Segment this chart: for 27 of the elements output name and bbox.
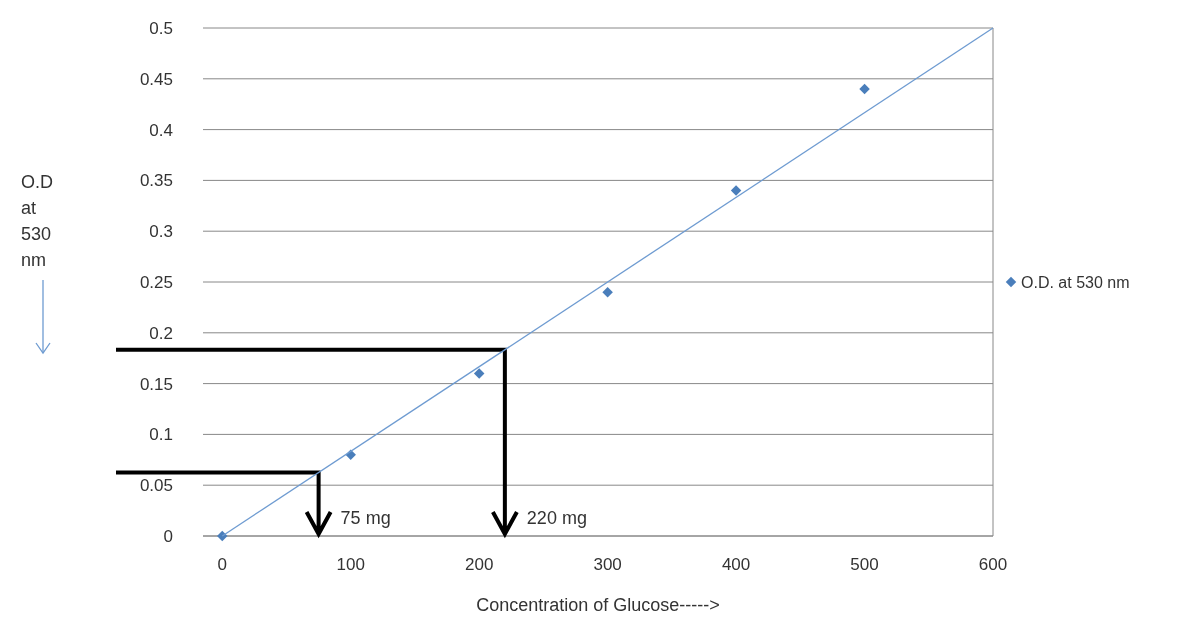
- y-tick-label: 0.25: [139, 272, 173, 292]
- y-tick-label: 0.05: [139, 476, 173, 496]
- y-tick-label: 0.45: [139, 69, 173, 89]
- y-tick-label: 0: [163, 526, 173, 546]
- point: [602, 286, 613, 298]
- legend-label: O.D. at 530 nm: [1021, 273, 1130, 291]
- point: [730, 185, 742, 196]
- x-axis-title: Concentration of Glucose----->: [476, 595, 720, 615]
- ref-line-label: 75 mg: [340, 508, 391, 528]
- y-tick-label: 0.15: [139, 374, 173, 394]
- x-tick-label: 100: [336, 554, 365, 574]
- x-tick-label: 200: [464, 554, 494, 574]
- point: [859, 83, 870, 95]
- y-tick-label: 0.5: [149, 18, 173, 38]
- x-tick-label: 300: [593, 554, 622, 574]
- x-tick-label: 600: [978, 554, 1008, 574]
- x-tick-label: 0: [217, 554, 227, 574]
- y-tick-label: 0.2: [149, 323, 173, 343]
- ref-line-label: 220 mg: [526, 508, 587, 528]
- text: O.D at 530 nm: [21, 172, 54, 270]
- y-tick-label: 0.1: [149, 425, 173, 445]
- x-tick-label: 400: [721, 554, 751, 574]
- y-tick-label: 0.4: [149, 120, 173, 140]
- y-tick-label: 0.3: [149, 222, 173, 242]
- point: [473, 368, 485, 379]
- x-tick-label: 500: [850, 554, 879, 574]
- y-tick-label: 0.35: [139, 171, 173, 191]
